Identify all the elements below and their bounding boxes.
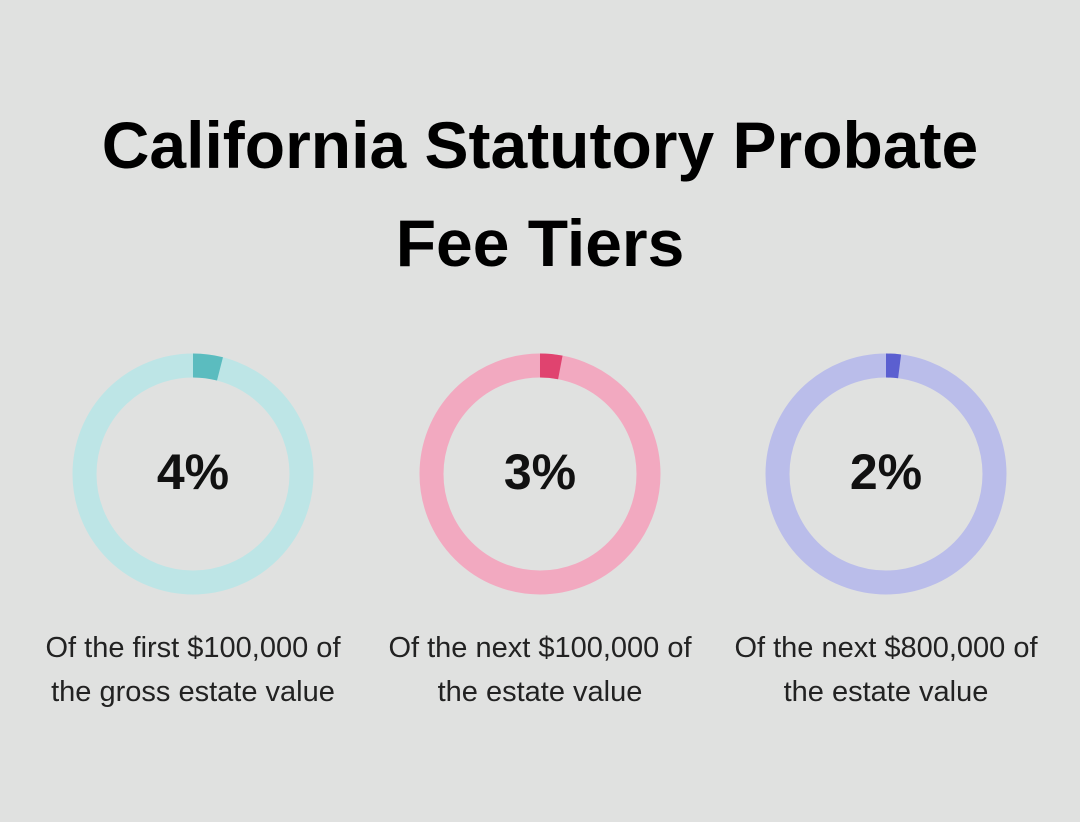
title: California Statutory Probate Fee Tiers xyxy=(101,108,979,280)
donut-arc xyxy=(539,353,563,380)
donut-arc xyxy=(885,353,902,379)
percent-label: 3% xyxy=(504,444,576,500)
caption: Of the next $100,000 of the estate value xyxy=(388,632,692,708)
donut-arc xyxy=(192,353,223,381)
percent-label: 2% xyxy=(850,444,922,500)
caption: Of the next $800,000 of the estate value xyxy=(734,632,1038,708)
percent-label: 4% xyxy=(157,444,229,500)
caption: Of the first $100,000 of the gross estat… xyxy=(45,632,341,708)
